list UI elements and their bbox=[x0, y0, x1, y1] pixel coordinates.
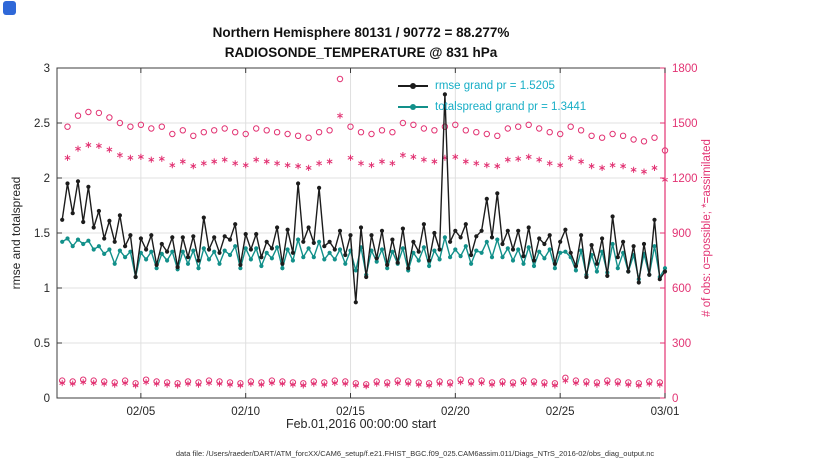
legend-item-totalspread: totalspread grand pr = 1.3441 bbox=[398, 96, 586, 117]
svg-text:1800: 1800 bbox=[672, 63, 698, 75]
svg-text:02/25: 02/25 bbox=[546, 406, 575, 418]
legend-label-rmse: rmse grand pr = 1.5205 bbox=[435, 79, 555, 92]
svg-text:03/01: 03/01 bbox=[651, 406, 680, 418]
svg-text:3: 3 bbox=[44, 63, 50, 75]
svg-text:1200: 1200 bbox=[672, 173, 698, 185]
legend-line-sample-totalspread bbox=[398, 102, 428, 112]
legend-line-sample-rmse bbox=[398, 81, 428, 91]
svg-text:02/15: 02/15 bbox=[336, 406, 365, 418]
svg-text:600: 600 bbox=[672, 283, 691, 295]
svg-text:02/10: 02/10 bbox=[231, 406, 260, 418]
svg-text:02/05: 02/05 bbox=[126, 406, 155, 418]
app-icon bbox=[3, 1, 16, 15]
svg-text:02/20: 02/20 bbox=[441, 406, 470, 418]
svg-text:0: 0 bbox=[44, 393, 50, 405]
axis-ticks-and-labels: 0 0.5 1 1.5 2 2.5 3 0 300 600 900 1200 1500 1800 02/05… bbox=[34, 63, 698, 418]
series-obs_possible bbox=[59, 75, 669, 388]
svg-text:1500: 1500 bbox=[672, 118, 698, 130]
plot-title-line2: RADIOSONDE_TEMPERATURE @ 831 hPa bbox=[224, 45, 498, 60]
svg-text:1.5: 1.5 bbox=[34, 228, 50, 240]
plot-title-line1: Northern Hemisphere 80131 / 90772 = 88.2… bbox=[212, 25, 510, 40]
data-file-path: data file: /Users/raeder/DART/ATM_forcXX… bbox=[175, 449, 655, 458]
svg-text:900: 900 bbox=[672, 228, 691, 240]
svg-text:0: 0 bbox=[672, 393, 678, 405]
legend: rmse grand pr = 1.5205 totalspread grand… bbox=[398, 75, 586, 117]
svg-text:1: 1 bbox=[44, 283, 50, 295]
legend-label-totalspread: totalspread grand pr = 1.3441 bbox=[435, 100, 587, 113]
svg-text:300: 300 bbox=[672, 338, 691, 350]
x-axis-label: Feb.01,2016 00:00:00 start bbox=[285, 417, 437, 431]
svg-text:2.5: 2.5 bbox=[34, 118, 50, 130]
legend-marker-totalspread bbox=[410, 103, 416, 110]
series-rmse bbox=[60, 92, 668, 305]
legend-marker-rmse bbox=[410, 82, 416, 89]
svg-text:0.5: 0.5 bbox=[34, 338, 50, 350]
svg-text:2: 2 bbox=[44, 173, 50, 185]
legend-item-rmse: rmse grand pr = 1.5205 bbox=[398, 75, 586, 96]
